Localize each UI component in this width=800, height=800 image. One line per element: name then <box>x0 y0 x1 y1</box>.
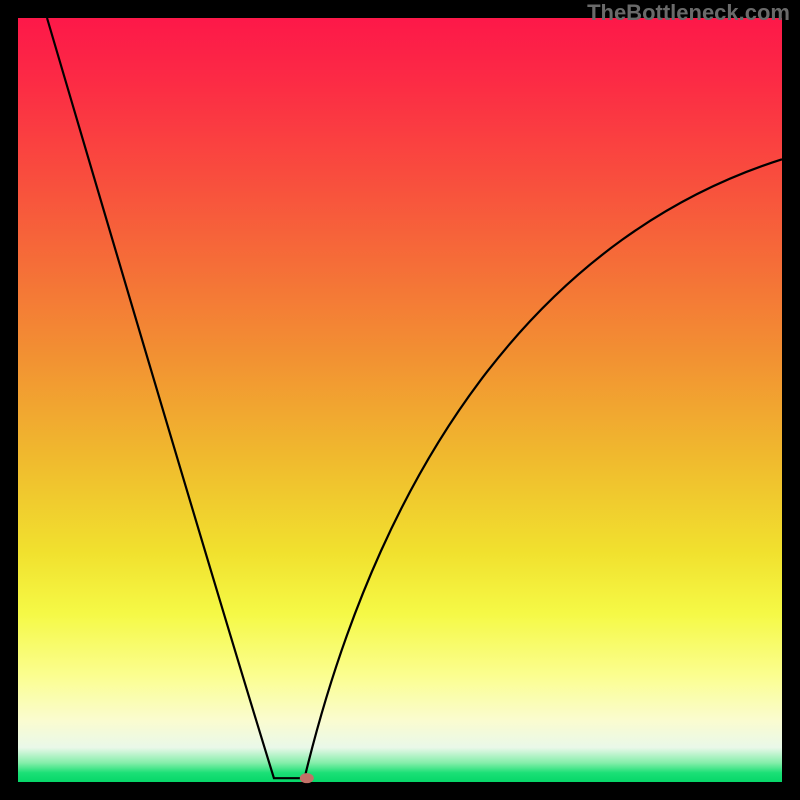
bottleneck-chart <box>0 0 800 800</box>
watermark-text: TheBottleneck.com <box>587 0 790 26</box>
chart-container: TheBottleneck.com <box>0 0 800 800</box>
chart-minimum-marker <box>300 773 314 783</box>
chart-background <box>18 18 782 782</box>
